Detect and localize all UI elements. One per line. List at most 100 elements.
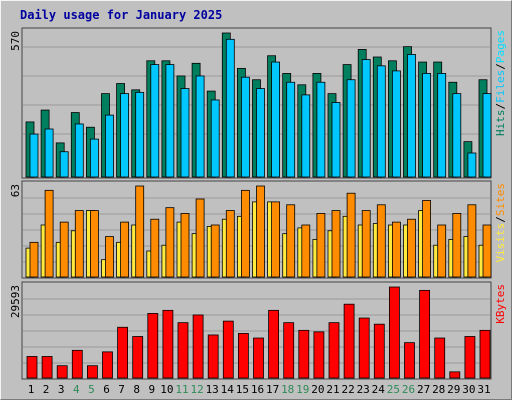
- bar-kbytes-day-26: [404, 342, 415, 379]
- bar-kbytes-day-23: [358, 317, 370, 379]
- bar-files-day-19: [301, 94, 311, 178]
- x-tick-day-22: 22: [341, 383, 354, 396]
- max-label-hits-files-pages: 570: [9, 31, 22, 51]
- x-tick-day-7: 7: [118, 383, 125, 396]
- bar-visits-day-15: [240, 189, 250, 278]
- x-tick-day-24: 24: [372, 383, 386, 396]
- bar-files-day-28: [437, 73, 447, 178]
- bars-layer: [23, 32, 492, 379]
- bar-files-day-25: [391, 70, 401, 178]
- bar-visits-day-20: [316, 213, 326, 278]
- x-tick-day-20: 20: [311, 383, 324, 396]
- bar-kbytes-day-25: [388, 286, 400, 379]
- bar-kbytes-day-31: [479, 329, 491, 379]
- bar-files-day-11: [180, 88, 190, 178]
- bar-visits-day-16: [256, 185, 265, 278]
- bar-visits-day-1: [29, 241, 39, 278]
- bar-kbytes-day-13: [207, 334, 219, 379]
- bar-files-day-26: [407, 54, 416, 178]
- x-tick-day-9: 9: [148, 383, 155, 396]
- x-tick-day-18: 18: [281, 383, 294, 396]
- bar-kbytes-day-14: [222, 320, 234, 379]
- bar-files-day-23: [361, 59, 371, 178]
- x-tick-day-5: 5: [88, 383, 95, 396]
- bar-files-day-12: [195, 75, 205, 178]
- x-tick-day-23: 23: [357, 383, 370, 396]
- bar-kbytes-day-3: [56, 365, 68, 379]
- x-tick-day-28: 28: [432, 383, 445, 396]
- bar-visits-day-25: [391, 221, 401, 278]
- bar-files-day-16: [256, 88, 265, 178]
- x-tick-day-4: 4: [73, 383, 80, 396]
- x-tick-day-6: 6: [103, 383, 110, 396]
- bar-visits-day-29: [452, 213, 462, 278]
- bar-files-day-15: [240, 76, 250, 178]
- bar-kbytes-day-11: [177, 322, 189, 379]
- bar-files-day-24: [376, 65, 386, 178]
- x-tick-day-13: 13: [206, 383, 219, 396]
- bar-kbytes-day-1: [26, 356, 38, 379]
- bar-kbytes-day-22: [343, 303, 355, 379]
- legend-hits-files-pages: Hits/Files/Pages: [494, 30, 507, 136]
- bar-visits-day-30: [467, 204, 477, 278]
- bar-kbytes-day-20: [313, 331, 325, 379]
- x-tick-day-12: 12: [190, 383, 203, 396]
- bar-kbytes-day-9: [147, 313, 159, 379]
- bar-visits-day-26: [407, 218, 416, 278]
- bar-kbytes-day-10: [162, 309, 174, 379]
- bar-visits-day-28: [437, 224, 447, 278]
- bar-visits-day-24: [376, 204, 386, 278]
- x-tick-day-15: 15: [236, 383, 249, 396]
- bar-visits-day-11: [180, 213, 190, 278]
- bar-files-day-17: [271, 61, 281, 178]
- bar-files-day-4: [74, 123, 84, 178]
- bar-kbytes-day-6: [102, 351, 113, 379]
- bar-visits-day-23: [361, 210, 371, 278]
- bar-files-day-7: [120, 93, 129, 178]
- bar-visits-day-21: [331, 210, 341, 278]
- bar-visits-day-9: [150, 218, 160, 278]
- bar-visits-day-12: [195, 198, 205, 278]
- legend-sites-visits: Visits/Sites: [494, 183, 507, 263]
- bar-kbytes-day-16: [253, 337, 264, 379]
- x-tick-day-11: 11: [175, 383, 188, 396]
- bar-visits-day-18: [286, 204, 296, 278]
- bar-kbytes-day-5: [87, 365, 98, 379]
- bar-kbytes-day-30: [464, 336, 476, 379]
- bar-files-day-18: [286, 81, 296, 178]
- x-tick-day-10: 10: [160, 383, 173, 396]
- x-tick-day-16: 16: [251, 383, 264, 396]
- bar-visits-day-27: [422, 200, 432, 278]
- bar-files-day-31: [482, 93, 492, 178]
- x-tick-day-17: 17: [266, 383, 279, 396]
- bar-files-day-14: [225, 38, 235, 178]
- max-label-sites-visits: 63: [9, 184, 22, 197]
- bar-kbytes-day-27: [419, 289, 431, 379]
- bar-kbytes-day-18: [283, 322, 295, 379]
- bar-files-day-22: [346, 79, 356, 178]
- bar-visits-day-4: [74, 210, 84, 278]
- x-tick-day-2: 2: [43, 383, 50, 396]
- labels-layer: 570 Hits/Files/Pages 63 Visits/Sites 29 5 9 3 KB…: [9, 30, 507, 396]
- bar-kbytes-day-28: [434, 337, 446, 379]
- bar-visits-day-31: [482, 224, 492, 278]
- x-tick-day-19: 19: [296, 383, 309, 396]
- bar-visits-day-7: [120, 221, 129, 278]
- x-tick-day-3: 3: [58, 383, 65, 396]
- legend-kbytes: KBytes: [494, 284, 507, 324]
- bar-visits-day-2: [44, 189, 54, 278]
- bar-files-day-27: [422, 73, 432, 178]
- bar-files-day-1: [29, 133, 39, 178]
- x-tick-day-21: 21: [326, 383, 339, 396]
- bar-visits-day-8: [135, 185, 145, 278]
- bar-files-day-5: [90, 138, 99, 178]
- bar-kbytes-day-8: [132, 336, 144, 379]
- bar-visits-day-14: [225, 210, 235, 278]
- bar-files-day-10: [165, 64, 175, 178]
- bar-files-day-29: [452, 93, 462, 178]
- x-tick-day-29: 29: [447, 383, 460, 396]
- bar-files-day-2: [44, 128, 54, 178]
- bar-kbytes-day-4: [71, 349, 83, 379]
- x-tick-day-30: 30: [462, 383, 475, 396]
